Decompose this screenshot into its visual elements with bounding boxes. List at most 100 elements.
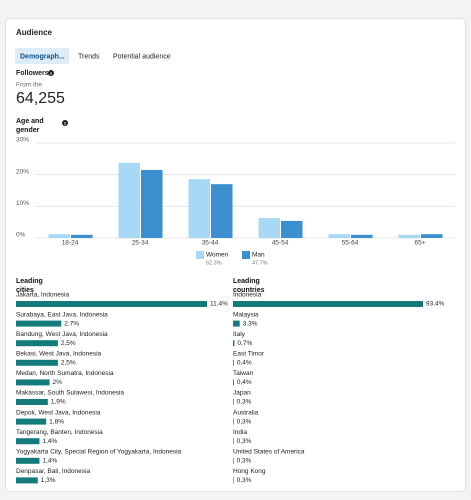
y-tick-label: 20%: [16, 168, 29, 175]
list-name: Bekasi, West Java, Indonesia: [16, 351, 102, 358]
list-bar: [233, 320, 240, 327]
list-bar: [16, 359, 58, 366]
y-tick-label: 30%: [16, 137, 29, 144]
list-value: 2%: [53, 379, 63, 386]
bar: [188, 179, 210, 238]
bar: [118, 162, 140, 238]
legend-label: Man: [252, 252, 265, 259]
list-bar: [233, 418, 234, 425]
list-bar: [16, 320, 62, 327]
list-value: 2,5%: [61, 340, 76, 347]
x-tick-label: 65+: [414, 240, 425, 247]
list-bar: [233, 359, 234, 366]
bar: [421, 234, 443, 238]
card-title: Audience: [16, 28, 53, 37]
list-value: 0,3%: [237, 418, 252, 425]
legend-share: 47.7%: [252, 260, 268, 266]
list-bar: [233, 399, 234, 405]
bar: [211, 184, 233, 238]
list-value: 0,3%: [237, 458, 252, 465]
list-name: Jakarta, Indonesia: [16, 292, 70, 299]
x-tick-label: 35-44: [202, 240, 219, 247]
list-name: Taiwan: [233, 370, 254, 377]
list-bar: [16, 477, 38, 484]
list-bar: [233, 457, 234, 464]
list-value: 93.4%: [426, 301, 445, 308]
list-name: Malaysia: [233, 311, 259, 318]
tab[interactable]: Demograph...: [20, 53, 65, 60]
list-name: India: [233, 429, 247, 436]
countries-title: Leading countries: [233, 278, 265, 294]
bar: [141, 169, 163, 238]
list-name: Depok, West Java, Indonesia: [16, 409, 101, 416]
list-bar: [16, 399, 48, 405]
bar: [258, 218, 280, 238]
list-bar: [233, 301, 423, 307]
x-tick-label: 45-54: [272, 240, 289, 247]
list-value: 0,4%: [237, 360, 252, 367]
list-name: Italy: [233, 331, 246, 338]
list-bar: [16, 340, 58, 347]
list-bar: [16, 438, 40, 445]
card: [5, 18, 466, 492]
list-value: 0,3%: [237, 438, 252, 445]
list-value: 0,3%: [237, 477, 252, 484]
followers-count: 64,255: [16, 90, 65, 107]
list-name: Australia: [233, 409, 259, 416]
active-tab-bg: [15, 48, 69, 64]
list-bar: [233, 379, 234, 386]
list-bar: [233, 477, 234, 484]
list-name: Bandung, West Java, Indonesia: [16, 331, 108, 338]
list-value: 1,8%: [49, 418, 64, 425]
list-bar: [233, 340, 235, 347]
y-tick-label: 0%: [16, 232, 26, 239]
list-value: 3.3%: [243, 320, 258, 327]
list-value: 1,9%: [51, 399, 66, 406]
list-name: Japan: [233, 390, 251, 397]
bar: [328, 234, 350, 238]
bar: [71, 234, 93, 238]
list-bar: [16, 418, 47, 425]
bar: [398, 234, 420, 238]
x-tick-label: 55-64: [342, 240, 359, 247]
list-bar: [233, 438, 234, 445]
list-value: 1,4%: [42, 438, 57, 445]
legend-swatch: [242, 251, 250, 259]
legend-share: 52.3%: [206, 260, 222, 266]
bar: [351, 234, 373, 238]
list-bar: [16, 457, 40, 464]
list-name: Hong Kong: [233, 468, 266, 475]
list-name: Denpasar, Bali, Indonesia: [16, 468, 90, 475]
list-value: 0,4%: [237, 379, 252, 386]
followers-note: From the: [16, 82, 42, 89]
list-bar: [16, 379, 50, 386]
list-name: United States of America: [233, 449, 305, 456]
list-name: Tangerang, Banten, Indonesia: [16, 429, 103, 436]
list-name: East Timor: [233, 351, 265, 358]
bar: [281, 220, 303, 238]
list-name: Indonesia: [233, 292, 262, 299]
list-value: 0,7%: [237, 340, 252, 347]
list-value: 11.4%: [210, 301, 228, 308]
bar: [48, 234, 70, 238]
followers-label: Followers: [16, 70, 49, 77]
cities-title: Leading cities: [16, 278, 43, 294]
x-tick-label: 25-34: [132, 240, 149, 247]
tab[interactable]: Potential audience: [113, 53, 171, 60]
list-name: Makassar, South Sulawesi, Indonesia: [16, 390, 124, 397]
list-value: 0,3%: [237, 399, 252, 406]
y-tick-label: 10%: [16, 200, 29, 207]
list-value: 1,3%: [41, 477, 56, 484]
list-value: 2.7%: [64, 320, 79, 327]
legend-swatch: [196, 251, 204, 259]
list-name: Yogyakarta City, Special Region of Yogya…: [16, 449, 182, 456]
list-value: 2,5%: [61, 360, 76, 367]
list-name: Surabaya, East Java, Indonesia: [16, 311, 108, 318]
x-tick-label: 18-24: [62, 240, 79, 247]
chart-title: Age and gender: [16, 118, 44, 134]
list-name: Medan, North Sumatra, Indonesia: [16, 370, 114, 377]
tab[interactable]: Trends: [78, 53, 100, 60]
list-value: 1,4%: [42, 458, 57, 465]
